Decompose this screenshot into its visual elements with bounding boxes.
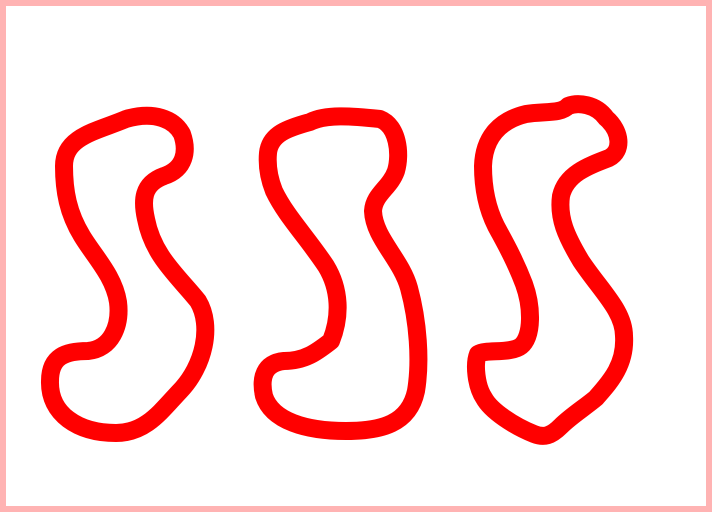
s-outline-shape-2 [253, 107, 428, 440]
shape-layer [41, 95, 634, 445]
s-outline-shape-1 [41, 106, 215, 442]
s-outline-shape-3 [467, 95, 634, 445]
